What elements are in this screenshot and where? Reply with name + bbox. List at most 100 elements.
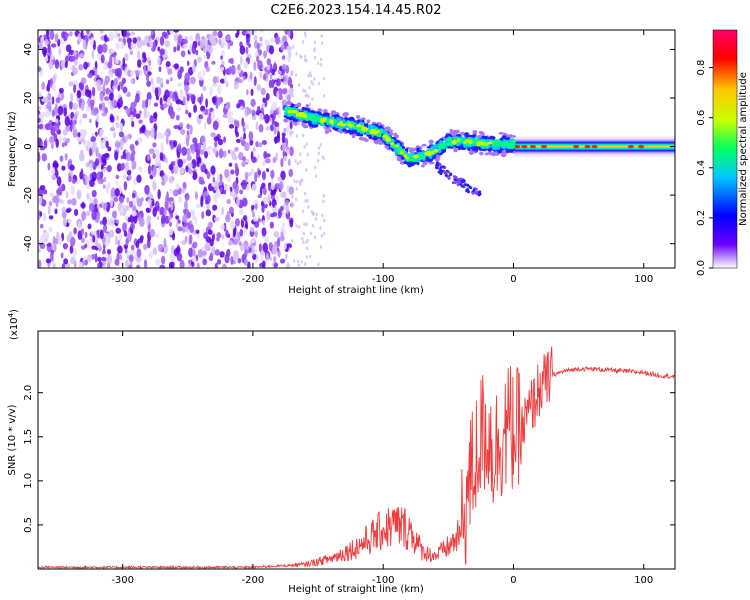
spectrogram-noise-cell bbox=[101, 200, 104, 208]
spectrogram-noise-cell bbox=[243, 215, 247, 222]
signal-track-cell bbox=[301, 107, 306, 111]
spectrogram-noise-cell bbox=[149, 203, 153, 209]
spectrogram-noise-cell bbox=[257, 194, 262, 199]
spectrogram-noise-cell bbox=[101, 43, 108, 53]
spectrogram-noise-cell bbox=[223, 222, 227, 232]
spectrogram-noise-cell bbox=[70, 256, 76, 265]
spectrogram-noise-cell bbox=[38, 66, 42, 72]
spectrogram-noise-cell bbox=[46, 243, 52, 248]
spectrogram-noise-cell bbox=[147, 153, 151, 161]
spectrogram-noise-cell bbox=[172, 140, 178, 148]
spectrogram-noise-cell bbox=[43, 96, 48, 103]
colorbar-tick-label: 0.8 bbox=[696, 60, 707, 76]
signal-track-cell bbox=[451, 140, 457, 145]
spectrogram-noise-cell bbox=[200, 105, 206, 112]
spectrogram-noise-cell bbox=[136, 174, 142, 183]
spectrogram-noise-cell bbox=[88, 118, 92, 124]
spectrogram-noise-cell bbox=[236, 196, 240, 207]
spectrogram-noise-cell bbox=[269, 124, 274, 132]
spectrogram-noise-cell bbox=[99, 30, 104, 35]
spectrogram-noise-cell bbox=[126, 197, 130, 204]
spectrogram-noise-cell bbox=[177, 143, 182, 153]
spectrogram-noise-cell bbox=[196, 262, 200, 268]
spectrogram-noise-cell bbox=[222, 189, 227, 195]
spectrogram-noise-cell bbox=[287, 53, 291, 63]
spectrogram-noise-cell bbox=[299, 182, 302, 186]
spectrogram-noise-cell bbox=[99, 128, 104, 139]
spectrogram-noise-cell bbox=[124, 161, 130, 172]
signal-track-cell bbox=[422, 162, 428, 166]
spectrogram-noise-cell bbox=[269, 256, 273, 262]
spectrogram-noise-cell bbox=[64, 32, 70, 38]
spectrogram-noise-cell bbox=[257, 153, 261, 160]
spectrogram-noise-cell bbox=[89, 179, 95, 188]
spectrogram-noise-cell bbox=[134, 70, 140, 75]
spectrogram-heatmap bbox=[38, 30, 675, 268]
spectrogram-noise-cell bbox=[96, 204, 101, 210]
spectrogram-noise-cell bbox=[309, 231, 313, 236]
spectrogram-noise-cell bbox=[129, 144, 135, 151]
spectrogram-noise-cell bbox=[150, 128, 155, 139]
signal-track-cell bbox=[387, 129, 394, 132]
signal-track-cell bbox=[508, 149, 514, 153]
spectrogram-noise-cell bbox=[157, 46, 161, 52]
spectrogram-noise-cell bbox=[102, 83, 106, 92]
spectrogram-noise-cell bbox=[69, 236, 76, 247]
spectrogram-noise-cell bbox=[317, 81, 321, 86]
spectrogram-noise-cell bbox=[186, 94, 190, 102]
signal-branch-cell bbox=[436, 164, 440, 167]
spectrogram-noise-cell bbox=[97, 44, 104, 55]
spectrogram-noise-cell bbox=[167, 68, 173, 75]
spectrogram-noise-cell bbox=[152, 165, 157, 175]
spectrogram-noise-cell bbox=[222, 150, 227, 158]
signal-track-cell bbox=[508, 134, 513, 139]
spectrogram-noise-cell bbox=[273, 231, 279, 238]
spectrogram-noise-cell bbox=[141, 99, 146, 109]
spectrogram-noise-cell bbox=[260, 252, 263, 262]
spectrogram-noise-cell bbox=[299, 160, 302, 164]
spectrogram-noise-cell bbox=[259, 36, 263, 42]
spectrogram-noise-cell bbox=[209, 239, 214, 247]
spectrogram-noise-cell bbox=[303, 54, 307, 59]
signal-track-cell bbox=[464, 132, 469, 137]
spectrogram-noise-cell bbox=[101, 112, 107, 117]
spectrogram-noise-cell bbox=[154, 87, 159, 97]
spectrogram-noise-cell bbox=[211, 182, 216, 188]
spectrogram-noise-cell bbox=[38, 139, 43, 148]
spectrogram-noise-cell bbox=[268, 241, 273, 252]
snr-y-multiplier: (x104) bbox=[7, 309, 20, 340]
spectrogram-noise-cell bbox=[309, 73, 313, 78]
spectrogram-noise-cell bbox=[102, 216, 107, 226]
spectrogram-y-label: Frequency (Hz) bbox=[7, 111, 18, 187]
spectrogram-noise-cell bbox=[264, 236, 269, 243]
signal-track-cell bbox=[352, 130, 358, 134]
spectrogram-noise-cell bbox=[266, 58, 272, 66]
spectrogram-noise-cell bbox=[130, 101, 136, 112]
spectrogram-noise-cell bbox=[314, 216, 318, 221]
spectrogram-noise-cell bbox=[177, 82, 183, 87]
signal-track-cell bbox=[480, 142, 486, 146]
spectrogram-noise-cell bbox=[313, 77, 316, 81]
spectrogram-noise-cell bbox=[99, 171, 104, 179]
spectrogram-noise-cell bbox=[168, 206, 172, 215]
spectrogram-noise-cell bbox=[267, 194, 271, 204]
spectrogram-noise-cell bbox=[217, 97, 221, 106]
spectrogram-noise-cell bbox=[147, 164, 152, 175]
spectrogram-noise-cell bbox=[119, 96, 123, 106]
spectrogram-noise-cell bbox=[76, 90, 82, 99]
spectrogram-noise-cell bbox=[46, 101, 52, 110]
spectrogram-noise-cell bbox=[225, 229, 229, 238]
spectrogram-noise-cell bbox=[231, 150, 236, 161]
spectrogram-noise-cell bbox=[257, 218, 262, 223]
spectrogram-noise-cell bbox=[65, 191, 69, 199]
spectrogram-x-tick-label: 100 bbox=[634, 274, 653, 285]
spectrogram-noise-cell bbox=[38, 123, 44, 130]
spectrogram-noise-cell bbox=[262, 187, 267, 196]
spectrogram-noise-cell bbox=[218, 148, 224, 159]
spectrogram-noise-cell bbox=[123, 230, 128, 237]
snr-frame bbox=[37, 330, 676, 570]
spectrogram-noise-cell bbox=[108, 98, 112, 109]
spectrogram-noise-cell bbox=[317, 151, 320, 156]
spectrogram-noise-cell bbox=[292, 259, 296, 263]
spectrogram-noise-cell bbox=[70, 185, 75, 196]
